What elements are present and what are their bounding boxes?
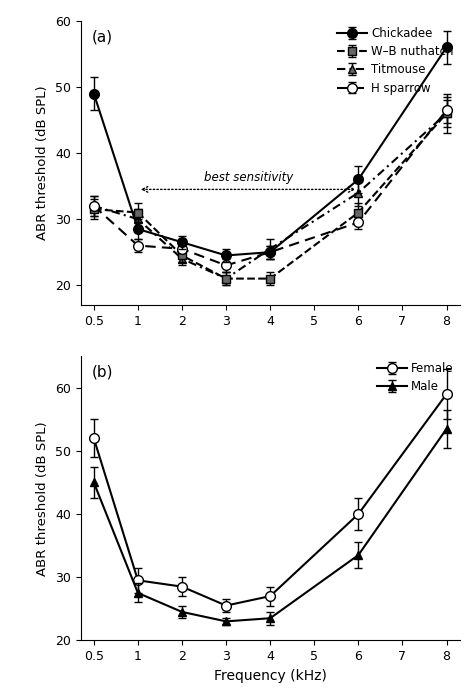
- Legend: Female, Male: Female, Male: [374, 358, 457, 397]
- Y-axis label: ABR threshold (dB SPL): ABR threshold (dB SPL): [36, 86, 49, 240]
- Text: (a): (a): [92, 29, 113, 45]
- Y-axis label: ABR threshold (dB SPL): ABR threshold (dB SPL): [36, 421, 49, 576]
- X-axis label: Frequency (kHz): Frequency (kHz): [214, 669, 327, 683]
- Text: (b): (b): [92, 365, 113, 380]
- Legend: Chickadee, W–B nuthatch, Titmouse, H sparrow: Chickadee, W–B nuthatch, Titmouse, H spa…: [334, 23, 457, 98]
- Text: best sensitivity: best sensitivity: [203, 171, 293, 184]
